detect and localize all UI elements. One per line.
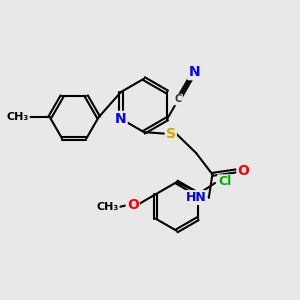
Text: HN: HN (186, 191, 207, 204)
Text: S: S (166, 127, 176, 141)
Text: C: C (175, 94, 182, 104)
Text: N: N (115, 112, 127, 126)
Text: CH₃: CH₃ (7, 112, 29, 122)
Text: O: O (127, 198, 139, 212)
Text: N: N (188, 65, 200, 79)
Text: Cl: Cl (218, 175, 231, 188)
Text: CH₃: CH₃ (96, 202, 118, 212)
Text: O: O (237, 164, 249, 178)
